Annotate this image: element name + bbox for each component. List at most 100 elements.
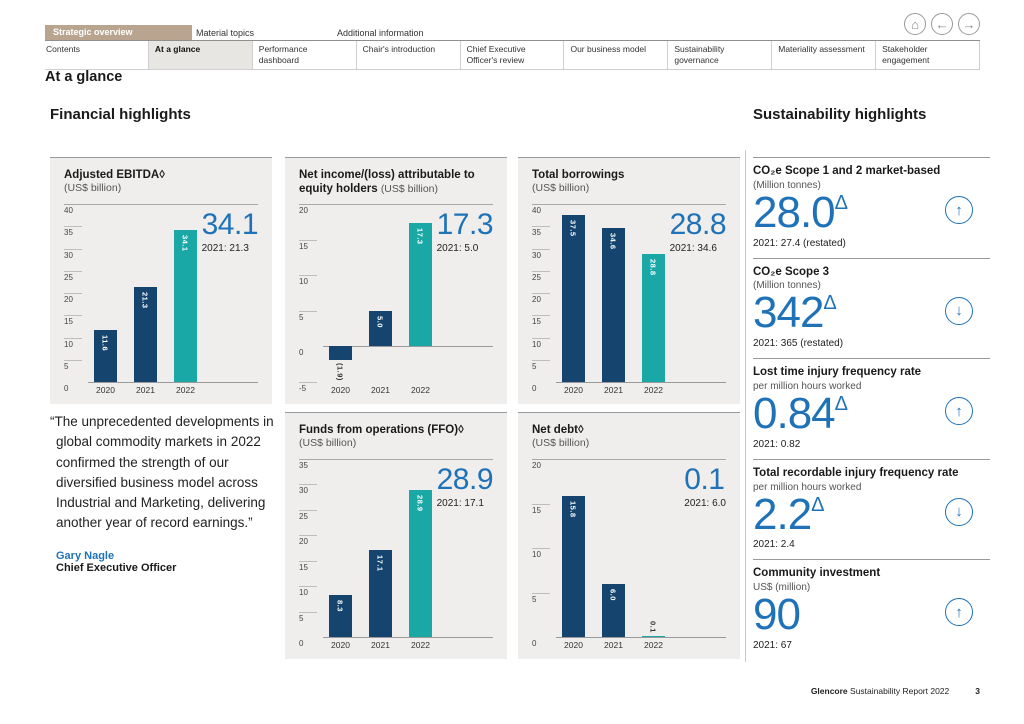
nav-item-at-a-glance[interactable]: At a glance xyxy=(148,41,253,70)
nav-item-ceo-review[interactable]: Chief Executive Officer's review xyxy=(461,41,565,70)
page-title: At a glance xyxy=(45,69,123,85)
forward-arrow-icon[interactable]: → xyxy=(958,13,980,35)
bar-value-label: 11.6 xyxy=(100,335,110,352)
nav-tab-additional-information[interactable]: Additional information xyxy=(337,28,424,38)
page-footer: Glencore Sustainability Report 2022 3 xyxy=(811,686,980,696)
y-axis-tick-label: 40 xyxy=(532,206,541,215)
chart-title-text: Funds from operations (FFO)◊ xyxy=(299,424,464,436)
home-icon[interactable]: ⌂ xyxy=(904,13,926,35)
y-axis-tick-label: 35 xyxy=(64,228,73,238)
chart-highlight-value: 28.9 xyxy=(436,463,494,496)
kpi-value: 90 xyxy=(753,593,990,637)
chart-title: Net debt◊ (US$ billion) xyxy=(532,423,726,453)
nav-item-chairs-introduction[interactable]: Chair's introduction xyxy=(357,41,461,70)
back-arrow-icon[interactable]: ← xyxy=(931,13,953,35)
kpi-title: CO₂e Scope 1 and 2 market-based xyxy=(753,165,941,177)
y-axis-tick-label: 15 xyxy=(299,562,308,572)
chart-unit-label: (US$ billion) xyxy=(532,182,590,195)
bar xyxy=(602,583,625,637)
bar xyxy=(562,496,585,637)
kpi-value: 28.0Δ xyxy=(753,190,990,234)
trend-up-icon: ↑ xyxy=(945,397,973,426)
y-axis-tick xyxy=(299,484,317,486)
chart-plot-area: 20 15 10 5 0 -5 (1.9) 5.0 17.3 xyxy=(299,204,493,393)
chart-highlight-value: 0.1 xyxy=(684,463,725,496)
y-axis-tick xyxy=(532,226,550,228)
y-axis-tick xyxy=(323,637,493,638)
kpi-prior: 2021: 0.82 xyxy=(753,438,801,450)
y-axis-tick xyxy=(556,637,726,638)
bar xyxy=(562,215,585,382)
y-axis-tick-label: 0 xyxy=(64,384,69,393)
kpi-value-number: 28.0 xyxy=(753,187,836,237)
sustainability-highlights-heading: Sustainability highlights xyxy=(753,106,927,123)
y-axis-tick-label: 0 xyxy=(532,639,537,648)
nav-item-our-business-model[interactable]: Our business model xyxy=(564,41,669,70)
trend-down-icon: ↓ xyxy=(945,497,973,526)
chart-plot-area: 40 35 30 25 20 15 10 5 0 37.5 34.6 28.8 xyxy=(532,204,726,393)
kpi-co2e-scope-1-2: CO₂e Scope 1 and 2 market-based (Million… xyxy=(753,158,990,259)
bar xyxy=(409,223,432,347)
kpi-subtitle: (Million tonnes) xyxy=(753,179,821,191)
bar-value-label: 5.0 xyxy=(375,315,385,328)
y-axis-tick xyxy=(64,315,82,317)
delta-assurance-mark: Δ xyxy=(823,292,837,315)
chart-unit-label: (US$ billion) xyxy=(532,437,590,450)
delta-assurance-mark: Δ xyxy=(834,191,848,214)
y-axis-tick-label: 30 xyxy=(64,250,73,260)
y-axis-tick-label: 5 xyxy=(299,312,304,322)
y-axis-tick xyxy=(556,382,726,383)
nav-item-contents[interactable]: Contents xyxy=(45,41,149,70)
kpi-prior: 2021: 67 xyxy=(753,639,792,651)
nav-item-performance-dashboard[interactable]: Performance dashboard xyxy=(253,41,357,70)
nav-tab-material-topics[interactable]: Material topics xyxy=(196,28,255,38)
x-axis-category-label: 2020 xyxy=(564,385,583,395)
x-axis-category-label: 2021 xyxy=(604,640,623,650)
nav-item-sustainability-governance[interactable]: Sustainability governance xyxy=(668,41,773,70)
y-axis-tick xyxy=(299,560,317,562)
y-axis-tick xyxy=(64,359,82,361)
bar-value-label: 17.3 xyxy=(415,228,425,245)
bar-value-label: 37.5 xyxy=(568,220,578,237)
y-axis-tick xyxy=(532,270,550,272)
bar-value-label: 21.3 xyxy=(140,292,150,309)
nav-item-stakeholder-engagement[interactable]: Stakeholder engagement xyxy=(876,41,981,70)
bar xyxy=(134,287,157,382)
y-axis-tick-label: 10 xyxy=(299,277,308,287)
y-axis-tick-label: 10 xyxy=(532,339,541,349)
y-axis-tick-label: 20 xyxy=(532,295,541,304)
y-axis-tick xyxy=(299,275,317,277)
x-axis-category-label: 2021 xyxy=(136,385,155,395)
bar xyxy=(642,253,665,382)
x-axis-category-label: 2020 xyxy=(564,640,583,650)
y-axis-tick-label: 15 xyxy=(299,241,308,251)
chart-adjusted-ebitda: Adjusted EBITDA◊ (US$ billion) 34.1 2021… xyxy=(50,157,272,404)
bar-value-label: 34.6 xyxy=(608,233,618,250)
chart-x-axis: 2020 2021 2022 xyxy=(532,382,726,398)
chart-highlight-value: 17.3 xyxy=(436,208,494,241)
y-axis-tick-label: -5 xyxy=(299,384,307,393)
quote-author-role: Chief Executive Officer xyxy=(56,561,177,574)
nav-item-materiality-assessment[interactable]: Materiality assessment xyxy=(772,41,877,70)
y-axis-tick-label: 25 xyxy=(64,272,73,282)
y-axis-tick xyxy=(532,204,726,205)
chart-prior-value: 2021: 5.0 xyxy=(436,243,479,254)
chart-prior-value: 2021: 34.6 xyxy=(669,243,717,254)
primary-nav: Strategic overview Material topics Addit… xyxy=(45,24,980,41)
y-axis-tick-label: 10 xyxy=(299,588,308,598)
delta-assurance-mark: Δ xyxy=(834,392,848,415)
kpi-value-number: 2.2 xyxy=(753,489,812,539)
x-axis-category-label: 2022 xyxy=(176,385,195,395)
nav-tab-strategic-overview[interactable]: Strategic overview xyxy=(45,25,192,40)
chart-net-income: Net income/(loss) attributable to equity… xyxy=(285,157,507,404)
y-axis-tick-label: 5 xyxy=(299,613,304,623)
chart-ffo: Funds from operations (FFO)◊ (US$ billio… xyxy=(285,412,507,659)
bar xyxy=(329,594,352,637)
window-controls: ⌂ ← → xyxy=(904,13,980,35)
page-number: 3 xyxy=(975,686,980,696)
chart-title-text: Net debt◊ xyxy=(532,424,584,436)
ceo-quote: “The unprecedented developments in globa… xyxy=(50,412,284,574)
chart-net-debt: Net debt◊ (US$ billion) 0.1 2021: 6.0 20… xyxy=(518,412,740,659)
y-axis-tick-label: 5 xyxy=(64,361,69,371)
footer-brand: Glencore xyxy=(810,686,848,696)
